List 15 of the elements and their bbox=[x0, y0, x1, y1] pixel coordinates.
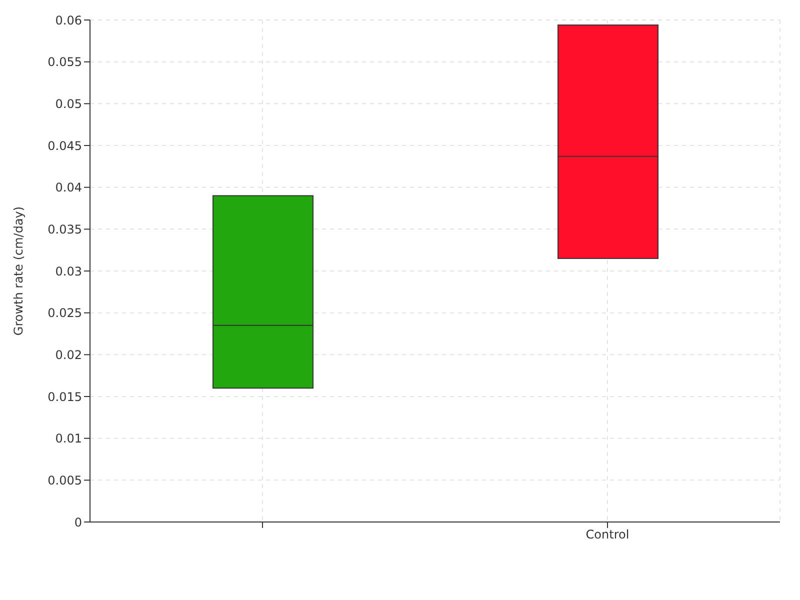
y-tick-label: 0.01 bbox=[55, 432, 82, 446]
y-tick-label: 0.035 bbox=[48, 222, 82, 236]
y-tick-label: 0.025 bbox=[48, 306, 82, 320]
y-tick-label: 0.045 bbox=[48, 138, 82, 153]
y-tick-label: 0 bbox=[74, 515, 82, 530]
y-tick-label: 0.02 bbox=[55, 348, 82, 362]
y-tick-label: 0.03 bbox=[55, 264, 82, 278]
x-tick-label: Control bbox=[586, 528, 630, 542]
y-tick-label: 0.04 bbox=[55, 180, 82, 195]
y-tick-label: 0.06 bbox=[55, 13, 82, 28]
y-tick-label: 0.005 bbox=[48, 473, 82, 488]
y-axis-title: Growth rate (cm/day) bbox=[11, 206, 26, 336]
y-tick-label: 0.055 bbox=[48, 55, 82, 70]
y-tick-label: 0.015 bbox=[48, 390, 82, 404]
y-tick-label: 0.05 bbox=[55, 96, 82, 111]
